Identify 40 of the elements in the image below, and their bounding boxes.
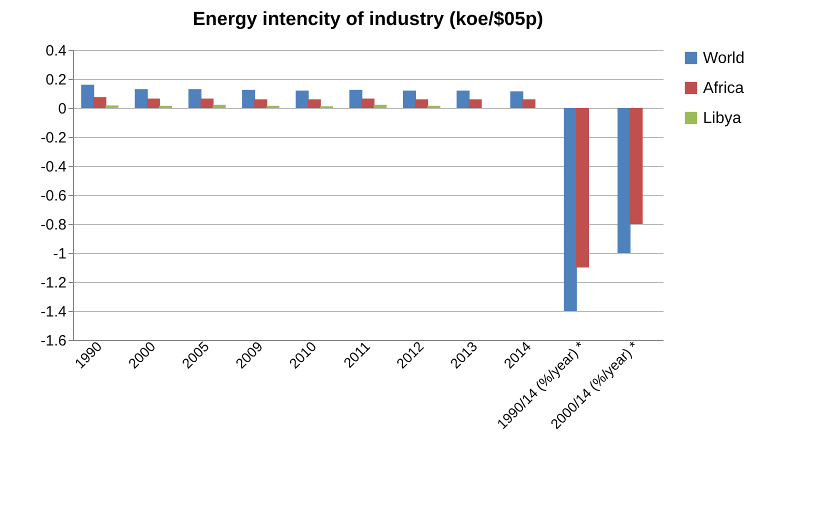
y-tick-label: -1.4 [40, 304, 66, 320]
bar [134, 89, 148, 108]
y-tick-label: 0.2 [46, 72, 66, 88]
y-tick-label: -1.2 [40, 274, 66, 292]
bar [81, 84, 94, 108]
bar [212, 104, 226, 108]
y-tick-label: 0 [58, 100, 66, 118]
chart-title: Energy intencity of industry (koe/$05p) [192, 9, 544, 30]
y-tick-label: -1.6 [40, 332, 66, 350]
bar [618, 108, 631, 253]
bar [254, 99, 268, 108]
y-tick-label: -0.2 [40, 130, 66, 146]
bar [308, 99, 321, 108]
y-tick-label: -0.8 [40, 216, 66, 234]
y-tick-label: -0.4 [40, 158, 66, 176]
bar [415, 99, 428, 108]
y-tick-label: -0.6 [40, 188, 66, 204]
bar [564, 108, 577, 311]
bar [188, 89, 202, 108]
bar [362, 98, 374, 108]
legend-label: World [703, 50, 744, 67]
bar [468, 99, 482, 108]
bar [630, 108, 643, 224]
bar [510, 91, 524, 108]
bar [522, 99, 536, 108]
y-tick-label: -1 [53, 246, 66, 262]
bar [374, 104, 387, 108]
bar [456, 90, 470, 108]
bar [200, 98, 214, 108]
bar [93, 97, 106, 108]
bar [105, 105, 118, 108]
bar [576, 108, 590, 268]
bar [146, 98, 160, 108]
bar [242, 90, 256, 108]
legend-label: Africa [703, 80, 744, 97]
bar [349, 90, 362, 108]
bar [296, 90, 309, 108]
bar [402, 90, 416, 108]
y-tick-label: 0.4 [46, 42, 66, 60]
legend-label: Libya [703, 110, 742, 127]
